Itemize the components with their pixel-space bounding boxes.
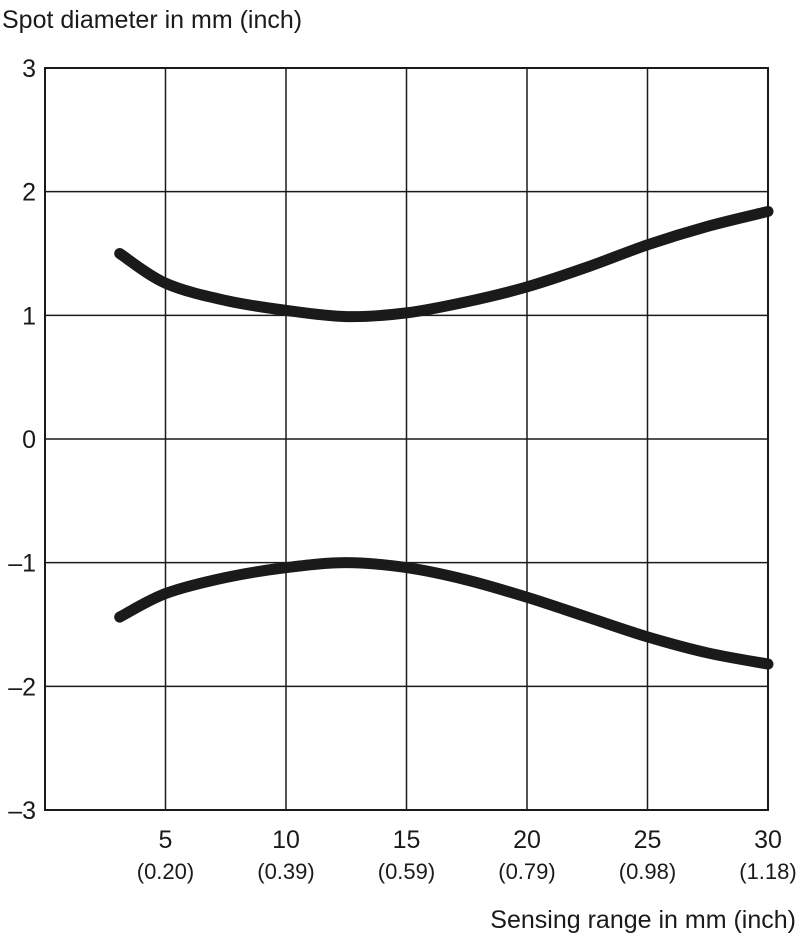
x-tick-sublabel: (0.98) [619,859,676,884]
x-axis-title: Sensing range in mm (inch) [490,906,796,934]
x-tick-label: 25 [634,826,662,854]
x-tick-sublabel: (0.59) [378,859,435,884]
y-tick-label: 0 [22,426,36,454]
x-tick-label: 15 [393,826,421,854]
upper-spot-curve [114,205,774,323]
y-tick-label: 1 [22,302,36,330]
lower-spot-curve [114,557,774,670]
x-tick-sublabel: (1.18) [739,859,796,884]
grid [44,67,769,811]
y-tick-label: –1 [8,550,36,578]
x-tick-label: 30 [754,826,782,854]
y-tick-label: 2 [22,179,36,207]
y-tick-label: 3 [22,55,36,83]
x-tick-label: 10 [272,826,300,854]
y-tick-label: –3 [8,797,36,825]
series [114,205,774,670]
x-tick-sublabel: (0.79) [498,859,555,884]
y-axis-title: Spot diameter in mm (inch) [2,6,302,34]
x-tick-label: 20 [513,826,541,854]
x-tick-sublabel: (0.20) [137,859,194,884]
x-tick-sublabel: (0.39) [257,859,314,884]
tick-labels: 5(0.20)10(0.39)15(0.59)20(0.79)25(0.98)3… [8,55,797,884]
x-tick-label: 5 [159,826,173,854]
y-tick-label: –2 [8,673,36,701]
